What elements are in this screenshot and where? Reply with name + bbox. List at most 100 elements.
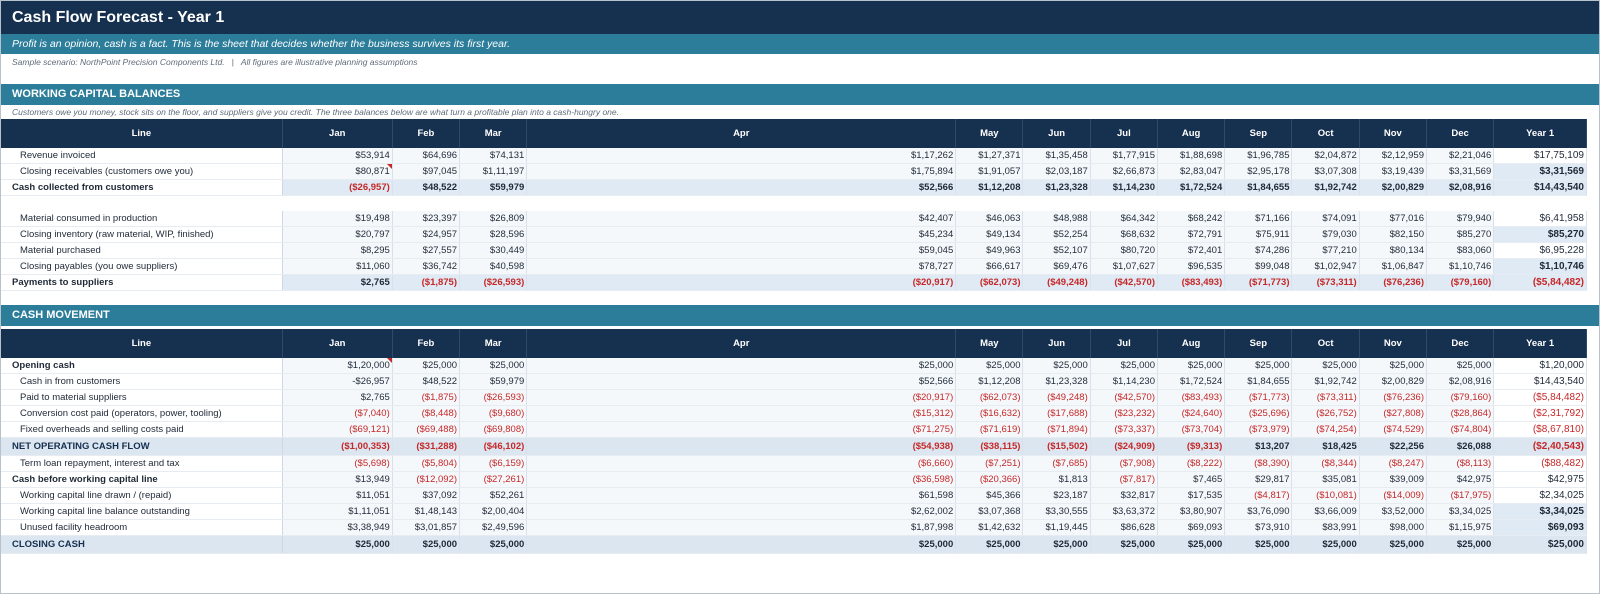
value-cell[interactable]: ($73,704) (1157, 421, 1226, 438)
value-cell[interactable]: $79,030 (1291, 226, 1360, 243)
year-total-cell[interactable]: $2,34,025 (1493, 487, 1587, 504)
value-cell[interactable]: $32,817 (1090, 487, 1158, 504)
value-cell[interactable]: $18,425 (1291, 437, 1360, 456)
value-cell[interactable]: $77,016 (1359, 211, 1427, 227)
column-header-mar[interactable]: Mar (459, 119, 528, 148)
value-cell[interactable]: $68,242 (1157, 211, 1226, 227)
value-cell[interactable]: ($1,00,353) (282, 437, 393, 456)
row-label[interactable]: Opening cash (1, 358, 283, 374)
value-cell[interactable]: ($26,752) (1291, 405, 1360, 422)
value-cell[interactable]: ($42,570) (1090, 389, 1158, 406)
value-cell[interactable]: ($38,115) (955, 437, 1024, 456)
value-cell[interactable]: $1,11,051 (282, 503, 393, 520)
column-header-jan[interactable]: Jan (282, 119, 393, 148)
value-cell[interactable]: $28,596 (459, 226, 528, 243)
value-cell[interactable]: $40,598 (459, 258, 528, 275)
value-cell[interactable]: $52,107 (1022, 242, 1091, 259)
value-cell[interactable]: ($28,864) (1426, 405, 1495, 422)
value-cell[interactable]: $1,48,143 (392, 503, 461, 520)
value-cell[interactable]: ($42,570) (1090, 274, 1158, 291)
row-label[interactable]: Conversion cost paid (operators, power, … (1, 405, 283, 422)
value-cell[interactable]: $1,23,328 (1022, 179, 1091, 196)
value-cell[interactable]: $1,17,262 (526, 148, 957, 164)
value-cell[interactable]: $1,72,524 (1157, 373, 1226, 390)
value-cell[interactable]: ($54,938) (526, 437, 957, 456)
year-total-cell[interactable]: $6,41,958 (1493, 211, 1587, 227)
value-cell[interactable]: $1,12,208 (955, 179, 1024, 196)
value-cell[interactable]: $1,87,998 (526, 519, 957, 536)
value-cell[interactable]: $1,10,746 (1426, 258, 1495, 275)
value-cell[interactable]: $1,11,197 (459, 163, 528, 180)
value-cell[interactable]: ($26,957) (282, 179, 393, 196)
row-label[interactable]: Working capital line balance outstanding (1, 503, 283, 520)
column-header-sep[interactable]: Sep (1224, 329, 1293, 358)
value-cell[interactable]: $25,000 (1426, 535, 1495, 554)
value-cell[interactable]: ($73,311) (1291, 274, 1360, 291)
column-header-line[interactable]: Line (1, 329, 283, 358)
value-cell[interactable]: $25,000 (955, 358, 1024, 374)
column-header-jan[interactable]: Jan (282, 329, 393, 358)
year-total-cell[interactable]: $6,95,228 (1493, 242, 1587, 259)
value-cell[interactable]: $25,000 (1022, 535, 1091, 554)
value-cell[interactable]: $25,000 (392, 535, 461, 554)
value-cell[interactable]: $59,979 (459, 373, 528, 390)
value-cell[interactable]: $72,791 (1157, 226, 1226, 243)
year-total-cell[interactable]: ($5,84,482) (1493, 274, 1587, 291)
value-cell[interactable]: $64,342 (1090, 211, 1158, 227)
value-cell[interactable]: $1,14,230 (1090, 373, 1158, 390)
value-cell[interactable]: ($79,160) (1426, 274, 1495, 291)
value-cell[interactable]: $73,910 (1224, 519, 1293, 536)
value-cell[interactable]: $3,01,857 (392, 519, 461, 536)
value-cell[interactable]: ($76,236) (1359, 389, 1427, 406)
value-cell[interactable]: ($36,598) (526, 471, 957, 488)
value-cell[interactable]: ($7,817) (1090, 471, 1158, 488)
value-cell[interactable]: -$26,957 (282, 373, 393, 390)
value-cell[interactable]: $2,08,916 (1426, 179, 1495, 196)
value-cell[interactable]: ($17,688) (1022, 405, 1091, 422)
value-cell[interactable]: ($6,660) (526, 455, 957, 472)
value-cell[interactable]: ($15,502) (1022, 437, 1091, 456)
value-cell[interactable]: $42,975 (1426, 471, 1495, 488)
value-cell[interactable]: $23,187 (1022, 487, 1091, 504)
column-header-nov[interactable]: Nov (1359, 119, 1427, 148)
column-header-may[interactable]: May (955, 329, 1024, 358)
value-cell[interactable]: $2,62,002 (526, 503, 957, 520)
row-label[interactable]: Payments to suppliers (1, 274, 283, 291)
value-cell[interactable]: $1,20,000 (282, 358, 393, 374)
value-cell[interactable]: ($27,808) (1359, 405, 1427, 422)
value-cell[interactable]: $48,522 (392, 179, 461, 196)
row-label[interactable]: NET OPERATING CASH FLOW (1, 437, 283, 456)
value-cell[interactable]: ($26,593) (459, 274, 528, 291)
value-cell[interactable]: $49,134 (955, 226, 1024, 243)
value-cell[interactable]: $86,628 (1090, 519, 1158, 536)
value-cell[interactable]: ($24,909) (1090, 437, 1158, 456)
value-cell[interactable]: ($71,773) (1224, 389, 1293, 406)
value-cell[interactable]: $52,254 (1022, 226, 1091, 243)
year-total-cell[interactable]: $25,000 (1493, 535, 1587, 554)
value-cell[interactable]: $2,00,829 (1359, 373, 1427, 390)
value-cell[interactable]: $1,96,785 (1224, 148, 1293, 164)
value-cell[interactable]: $1,15,975 (1426, 519, 1495, 536)
row-label[interactable]: Cash in from customers (1, 373, 283, 390)
value-cell[interactable]: ($16,632) (955, 405, 1024, 422)
value-cell[interactable]: ($12,092) (392, 471, 461, 488)
value-cell[interactable]: ($1,875) (392, 389, 461, 406)
value-cell[interactable]: ($26,593) (459, 389, 528, 406)
value-cell[interactable]: $3,07,368 (955, 503, 1024, 520)
value-cell[interactable]: $3,07,308 (1291, 163, 1360, 180)
value-cell[interactable]: $2,765 (282, 389, 393, 406)
value-cell[interactable]: $30,449 (459, 242, 528, 259)
value-cell[interactable]: $25,000 (1090, 358, 1158, 374)
value-cell[interactable]: $82,150 (1359, 226, 1427, 243)
value-cell[interactable]: $25,000 (1090, 535, 1158, 554)
column-header-jul[interactable]: Jul (1090, 329, 1158, 358)
year-total-cell[interactable]: ($88,482) (1493, 455, 1587, 472)
column-header-dec[interactable]: Dec (1426, 119, 1495, 148)
value-cell[interactable]: $1,84,655 (1224, 179, 1293, 196)
value-cell[interactable]: ($49,248) (1022, 389, 1091, 406)
value-cell[interactable]: $1,91,057 (955, 163, 1024, 180)
row-label[interactable]: Closing payables (you owe suppliers) (1, 258, 283, 275)
value-cell[interactable]: $48,522 (392, 373, 461, 390)
value-cell[interactable]: $26,809 (459, 211, 528, 227)
value-cell[interactable]: ($46,102) (459, 437, 528, 456)
